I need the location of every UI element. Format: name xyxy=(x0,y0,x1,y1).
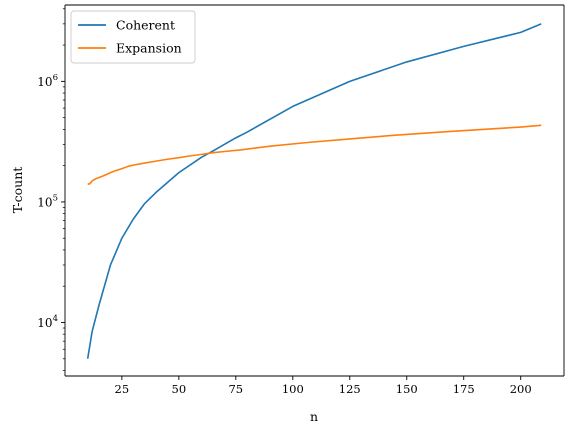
x-tick-label: 100 xyxy=(282,382,304,396)
x-tick-label: 150 xyxy=(396,382,418,396)
x-tick-label: 175 xyxy=(453,382,475,396)
legend-label-expansion: Expansion xyxy=(116,41,182,56)
x-axis-label: n xyxy=(310,409,318,424)
y-axis-label: T-count xyxy=(10,167,25,214)
legend-label-coherent: Coherent xyxy=(116,18,175,33)
x-tick-label: 200 xyxy=(510,382,532,396)
x-tick-label: 75 xyxy=(228,382,243,396)
x-tick-label: 50 xyxy=(172,382,187,396)
legend: Coherent Expansion xyxy=(71,11,195,63)
x-tick-label: 25 xyxy=(115,382,130,396)
x-tick-label: 125 xyxy=(339,382,361,396)
